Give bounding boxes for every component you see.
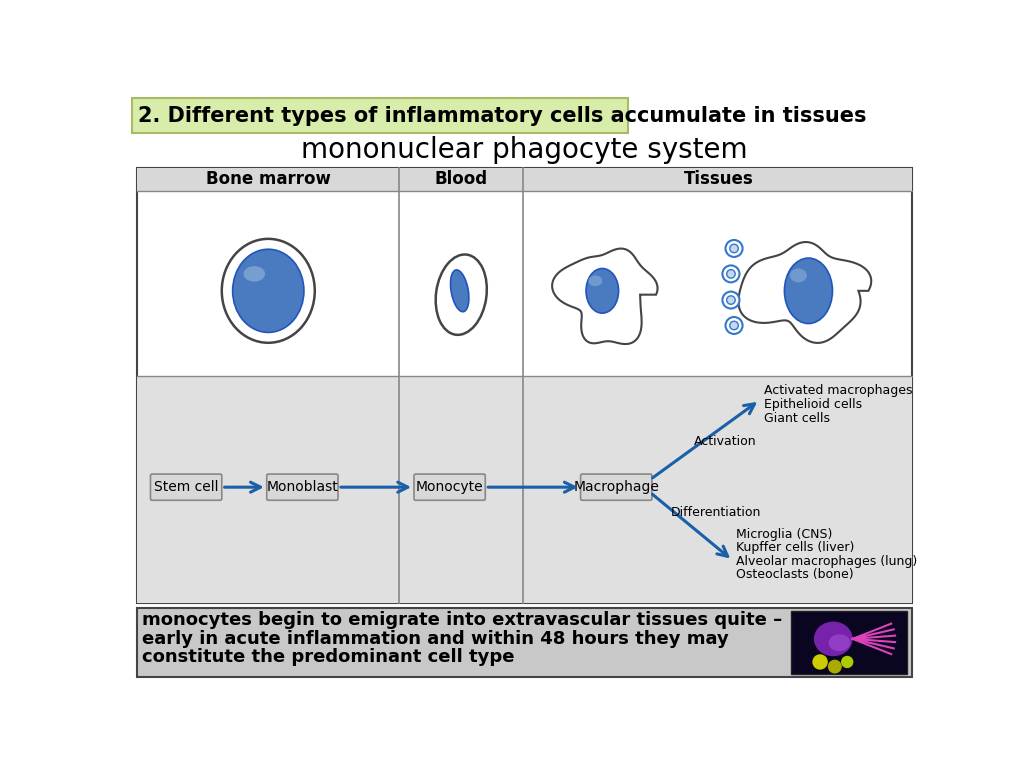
- Circle shape: [841, 656, 853, 668]
- Ellipse shape: [586, 269, 618, 313]
- Text: Stem cell: Stem cell: [154, 480, 218, 494]
- FancyBboxPatch shape: [132, 98, 628, 133]
- Text: monocytes begin to emigrate into extravascular tissues quite –: monocytes begin to emigrate into extrava…: [142, 611, 782, 630]
- Ellipse shape: [435, 254, 486, 335]
- Circle shape: [812, 654, 827, 670]
- Ellipse shape: [828, 634, 850, 651]
- Text: Tissues: Tissues: [684, 170, 754, 188]
- Text: constitute the predominant cell type: constitute the predominant cell type: [142, 648, 514, 667]
- FancyBboxPatch shape: [414, 474, 485, 500]
- Text: mononuclear phagocyte system: mononuclear phagocyte system: [301, 136, 749, 164]
- Ellipse shape: [232, 250, 304, 333]
- Bar: [137, 167, 912, 190]
- Text: Activation: Activation: [693, 435, 757, 449]
- Text: Kupffer cells (liver): Kupffer cells (liver): [736, 541, 855, 554]
- Bar: [137, 608, 912, 677]
- Ellipse shape: [814, 621, 853, 656]
- Circle shape: [722, 266, 739, 283]
- Text: 2. Different types of inflammatory cells accumulate in tissues: 2. Different types of inflammatory cells…: [138, 106, 866, 126]
- Circle shape: [727, 270, 735, 278]
- FancyBboxPatch shape: [266, 474, 338, 500]
- Text: Epithelioid cells: Epithelioid cells: [764, 399, 861, 412]
- Bar: [791, 611, 907, 674]
- Bar: [137, 167, 912, 603]
- Text: Activated macrophages: Activated macrophages: [764, 385, 912, 397]
- Circle shape: [827, 660, 842, 674]
- Circle shape: [730, 244, 738, 253]
- Text: Osteoclasts (bone): Osteoclasts (bone): [736, 568, 854, 581]
- Ellipse shape: [784, 258, 833, 323]
- Ellipse shape: [589, 276, 602, 286]
- Circle shape: [730, 321, 738, 329]
- FancyBboxPatch shape: [151, 474, 222, 500]
- Polygon shape: [552, 249, 657, 344]
- Text: Bone marrow: Bone marrow: [206, 170, 331, 188]
- Text: Microglia (CNS): Microglia (CNS): [736, 528, 833, 541]
- Ellipse shape: [790, 269, 807, 283]
- Text: Macrophage: Macrophage: [573, 480, 659, 494]
- Circle shape: [722, 292, 739, 309]
- Text: Monocyte: Monocyte: [416, 480, 483, 494]
- Text: Alveolar macrophages (lung): Alveolar macrophages (lung): [736, 554, 918, 568]
- Ellipse shape: [451, 270, 469, 312]
- Circle shape: [726, 240, 742, 257]
- Text: early in acute inflammation and within 48 hours they may: early in acute inflammation and within 4…: [142, 630, 729, 648]
- FancyBboxPatch shape: [581, 474, 652, 500]
- Ellipse shape: [244, 266, 265, 282]
- Text: Giant cells: Giant cells: [764, 412, 829, 425]
- Circle shape: [727, 296, 735, 304]
- Text: Differentiation: Differentiation: [671, 506, 761, 519]
- Bar: [137, 376, 912, 603]
- Text: Monoblast: Monoblast: [266, 480, 338, 494]
- Ellipse shape: [222, 239, 314, 343]
- Polygon shape: [738, 242, 871, 343]
- Text: Blood: Blood: [434, 170, 487, 188]
- Circle shape: [726, 317, 742, 334]
